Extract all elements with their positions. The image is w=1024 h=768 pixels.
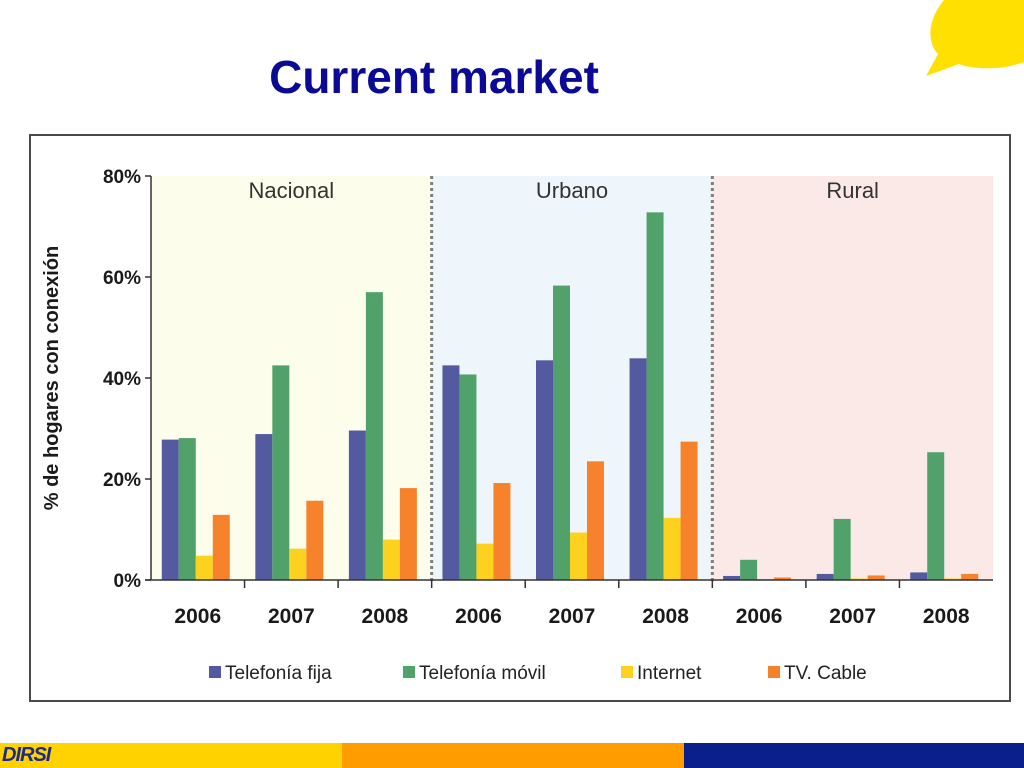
x-tick-label: 2008 — [923, 605, 970, 628]
group-background — [151, 176, 432, 580]
y-axis-label: % de hogares con conexión — [41, 246, 63, 511]
legend-swatch — [621, 666, 633, 678]
bar-internet — [476, 543, 494, 580]
bar-tv-cable — [961, 573, 979, 580]
bar-telefon-a-fija — [723, 575, 741, 580]
legend-swatch — [209, 666, 221, 678]
x-tick-label: 2008 — [642, 605, 689, 628]
bar-internet — [382, 539, 400, 580]
bar-telefon-a-m-vil — [646, 212, 664, 581]
bar-internet — [195, 555, 213, 580]
bar-internet — [570, 532, 587, 580]
bar-telefon-a-fija — [910, 572, 928, 580]
x-tick-label: 2008 — [362, 605, 409, 628]
chart-frame: Nacional Urbano Rural 0% 20% 40% 60% 80% % de ho… — [29, 134, 1011, 702]
footer-stripe-yellow — [0, 743, 342, 768]
bar-internet — [850, 578, 868, 580]
speech-bubble-icon — [926, 0, 1024, 76]
dirsi-logo: DIRSI — [2, 744, 51, 766]
bar-telefon-a-fija — [536, 360, 553, 580]
bar-telefon-a-m-vil — [178, 438, 196, 580]
bar-telefon-a-m-vil — [553, 285, 570, 580]
x-tick-label: 2006 — [174, 605, 221, 628]
bar-telefon-a-fija — [442, 365, 460, 580]
bar-telefon-a-m-vil — [459, 374, 477, 580]
group-title: Urbano — [536, 178, 608, 203]
legend-label: Telefonía fija — [225, 663, 332, 684]
footer-stripe-orange — [342, 743, 684, 768]
x-tick-label: 2006 — [455, 605, 502, 628]
bar-tv-cable — [867, 575, 885, 580]
bar-tv-cable — [493, 483, 511, 580]
bar-internet — [944, 578, 962, 580]
bar-tv-cable — [306, 500, 324, 580]
footer-bar — [0, 743, 1024, 768]
bar-tv-cable — [774, 577, 792, 580]
bar-telefon-a-fija — [255, 434, 273, 580]
y-tick-label: 80% — [103, 167, 141, 188]
bar-telefon-a-m-vil — [272, 365, 290, 580]
footer-stripe-blue — [684, 743, 1024, 768]
bar-telefon-a-fija — [816, 573, 834, 580]
legend-label: TV. Cable — [784, 663, 867, 684]
x-tick-label: 2007 — [549, 605, 596, 628]
x-tick-label: 2007 — [268, 605, 315, 628]
bar-telefon-a-m-vil — [833, 518, 851, 580]
bar-telefon-a-fija — [629, 358, 647, 580]
bar-telefon-a-fija — [161, 439, 179, 580]
bar-telefon-a-m-vil — [365, 292, 383, 580]
page-title: Current market — [269, 51, 599, 103]
bar-internet — [289, 548, 307, 580]
legend-swatch — [403, 666, 415, 678]
legend-label: Internet — [637, 663, 702, 684]
group-title: Nacional — [249, 178, 335, 203]
bar-telefon-a-m-vil — [927, 452, 945, 580]
bar-telefon-a-m-vil — [740, 559, 758, 580]
bar-internet — [663, 517, 681, 580]
x-tick-label: 2006 — [736, 605, 783, 628]
bar-tv-cable — [212, 514, 230, 580]
y-tick-label: 20% — [103, 470, 141, 491]
legend-label: Telefonía móvil — [419, 663, 546, 684]
group-background — [712, 176, 993, 580]
bar-tv-cable — [399, 488, 417, 580]
x-tick-label: 2007 — [829, 605, 876, 628]
market-chart: Nacional Urbano Rural 0% 20% 40% 60% 80% % de ho… — [41, 167, 993, 684]
y-tick-label: 40% — [103, 369, 141, 390]
bar-tv-cable — [587, 461, 604, 580]
y-tick-label: 60% — [103, 268, 141, 289]
group-title: Rural — [826, 178, 879, 203]
bar-telefon-a-fija — [348, 430, 366, 580]
y-tick-label: 0% — [114, 571, 142, 592]
bar-tv-cable — [680, 441, 698, 580]
group-background — [431, 176, 713, 580]
legend-swatch — [768, 666, 780, 678]
